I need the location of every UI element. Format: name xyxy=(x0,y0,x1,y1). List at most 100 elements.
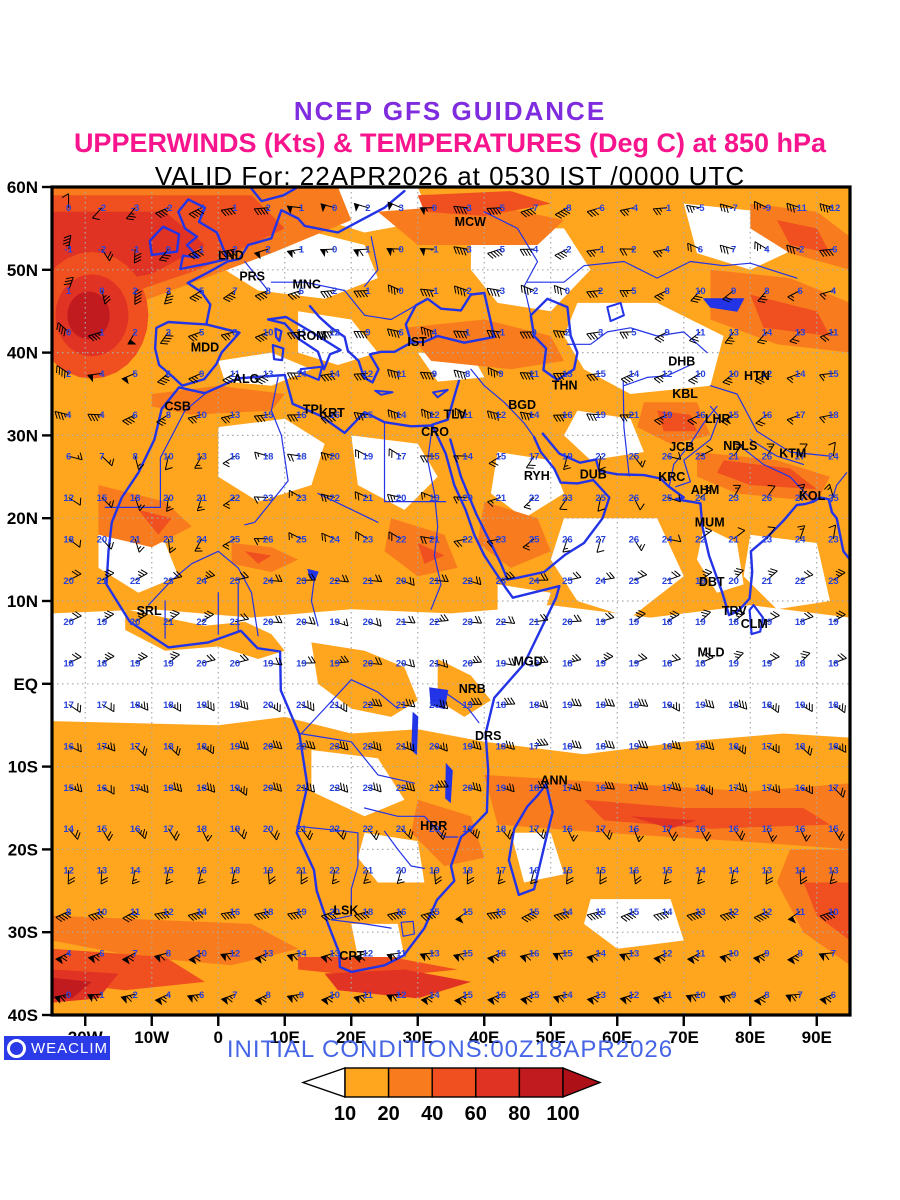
wind-barb-staff xyxy=(421,491,435,498)
temp-value: 21 xyxy=(163,617,174,628)
station-label: ROM xyxy=(297,329,326,343)
temp-value: 6 xyxy=(66,452,71,463)
wind-barb xyxy=(101,702,115,713)
wind-barb-feather xyxy=(719,203,723,212)
wind-barb xyxy=(253,207,270,216)
wind-barb-feather xyxy=(411,616,416,624)
wind-barb-feather xyxy=(700,611,709,615)
wind-barb-feather xyxy=(691,338,700,342)
wind-barb xyxy=(700,652,714,664)
wind-barb-feather xyxy=(113,743,116,752)
wind-barb xyxy=(786,952,801,965)
wind-barb-feather xyxy=(674,570,681,576)
wind-barb-staff xyxy=(765,870,768,885)
wind-barb-half-feather xyxy=(526,504,531,507)
wind-barb-feather xyxy=(690,300,699,303)
wind-barb xyxy=(633,538,646,551)
wind-barb-staff xyxy=(596,538,602,553)
wind-barb-feather xyxy=(576,614,582,622)
wind-barb-feather xyxy=(192,995,198,1002)
wind-barb-feather xyxy=(253,496,259,504)
wind-barb-feather xyxy=(165,335,174,337)
wind-barb-staff xyxy=(55,911,69,918)
wind-barb xyxy=(386,248,402,257)
station-label: MDD xyxy=(191,341,219,355)
temp-value: 17 xyxy=(828,783,839,794)
wind-barb-feather xyxy=(172,609,180,614)
wind-barb xyxy=(68,452,83,461)
wind-barb-staff xyxy=(766,786,780,794)
wind-barb-feather xyxy=(419,372,425,380)
wind-barb xyxy=(567,571,582,581)
wind-barb-feather xyxy=(530,881,538,885)
temp-value: 20 xyxy=(363,617,374,628)
wind-barb-feather xyxy=(641,460,646,468)
wind-barb-pennant xyxy=(286,205,293,215)
wind-barb-staff xyxy=(234,828,245,840)
wind-barb xyxy=(320,952,335,964)
wind-barb-feather xyxy=(387,284,390,293)
station-label: SRL xyxy=(137,604,162,618)
wind-barb-staff xyxy=(420,288,435,291)
wind-barb-feather xyxy=(797,525,805,528)
wind-barb-staff xyxy=(254,451,269,457)
temp-value: 16 xyxy=(396,907,407,918)
wind-barb-feather xyxy=(445,701,449,709)
temp-value: 23 xyxy=(562,493,573,504)
wind-barb-feather xyxy=(198,881,206,885)
wind-barb-pennant xyxy=(53,995,61,1004)
wind-barb xyxy=(519,411,535,421)
temp-value: 20 xyxy=(263,700,274,711)
wind-barb-feather xyxy=(378,657,383,665)
wind-barb-half-feather xyxy=(828,206,831,211)
wind-barb-feather xyxy=(840,787,844,796)
temp-value: 10 xyxy=(695,369,706,380)
wind-barb-half-feather xyxy=(63,413,66,418)
temp-value: 8 xyxy=(166,410,171,421)
temp-value: 13 xyxy=(230,410,241,421)
wind-barb xyxy=(718,993,734,1004)
wind-barb-feather xyxy=(222,379,230,385)
wind-barb-half-feather xyxy=(137,463,141,467)
wind-barb-feather xyxy=(462,288,466,297)
wind-barb-feather xyxy=(409,782,413,791)
wind-barb-pennant xyxy=(120,995,127,1004)
wind-barb-staff xyxy=(453,369,468,374)
wind-barb-feather xyxy=(619,248,624,256)
temp-value: 18 xyxy=(130,493,141,504)
wind-barb xyxy=(87,413,102,422)
border-river-line xyxy=(300,679,399,735)
wind-barb-feather xyxy=(511,742,515,750)
wind-barb-staff xyxy=(320,493,335,498)
wind-barb-half-feather xyxy=(794,955,799,959)
wind-barb-feather xyxy=(243,785,245,794)
wind-barb-feather xyxy=(706,445,714,451)
wind-barb-feather xyxy=(137,570,145,576)
wind-barb xyxy=(400,658,416,668)
wind-barb-feather xyxy=(507,829,511,838)
temp-value: 15 xyxy=(595,369,606,380)
lat-tick-label: 40N xyxy=(7,344,38,363)
wind-barb-staff xyxy=(567,704,582,707)
temp-value: 16 xyxy=(728,824,739,835)
temp-value: 10 xyxy=(695,286,706,297)
temp-value: 19 xyxy=(662,700,673,711)
wind-barb-staff xyxy=(799,828,807,842)
wind-barb-staff xyxy=(633,613,646,623)
wind-barb-feather xyxy=(74,652,82,658)
wind-barb-feather xyxy=(522,249,528,256)
wind-barb-feather xyxy=(353,373,359,381)
wind-barb-staff xyxy=(530,869,535,884)
temp-value: -2 xyxy=(164,203,172,214)
wind-barb-feather xyxy=(187,417,194,424)
temp-value: 14 xyxy=(63,824,74,835)
wind-barb-staff xyxy=(799,870,802,885)
wind-barb-feather xyxy=(423,328,427,336)
temp-value: 19 xyxy=(462,824,473,835)
wind-barb-half-feather xyxy=(97,414,100,419)
wind-barb xyxy=(519,331,535,339)
wind-barb xyxy=(700,485,712,498)
temp-value: 18 xyxy=(695,659,706,670)
wind-barb-feather xyxy=(187,915,194,921)
temp-value: 15 xyxy=(595,907,606,918)
